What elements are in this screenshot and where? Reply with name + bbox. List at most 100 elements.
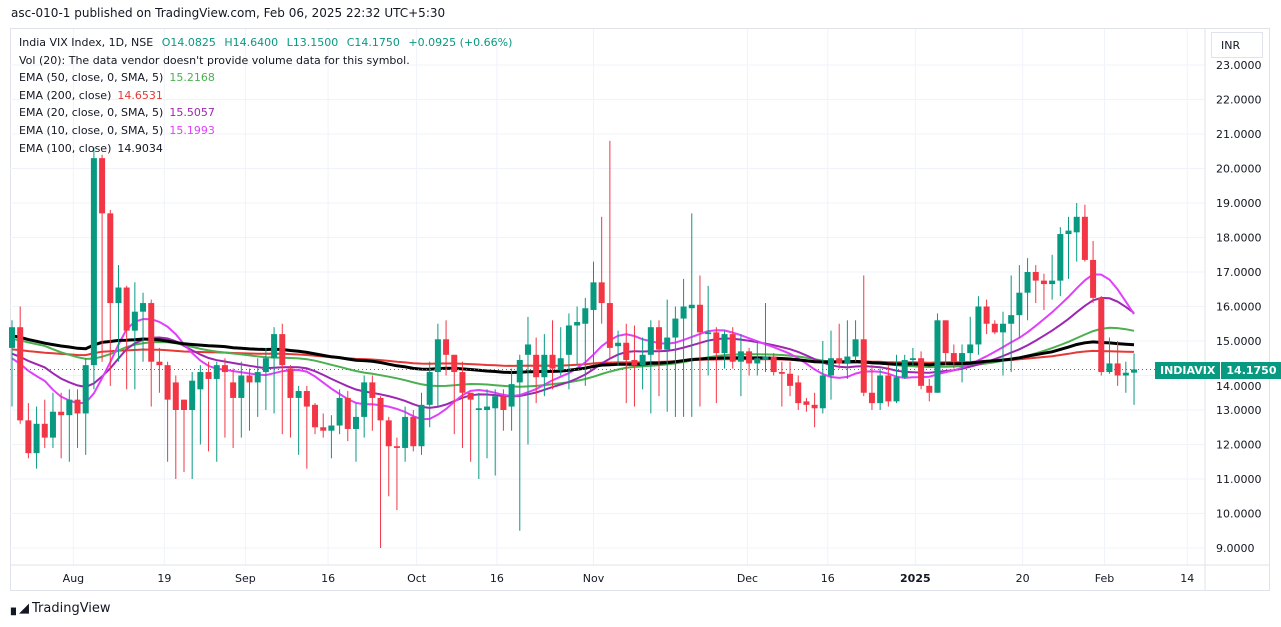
x-tick-label: 16 [821,572,835,585]
indicator-value: 15.1993 [169,123,215,137]
candle [549,320,556,390]
candle-body [1073,216,1080,233]
symbol-title[interactable]: India VIX Index, 1D, NSE [19,36,154,49]
candle [279,323,286,435]
candle [172,375,179,479]
candle [328,415,335,459]
candle-body [287,368,294,398]
candle-body [877,375,884,404]
candle-body [1090,259,1097,298]
candle [221,358,228,438]
indicator-ema10[interactable]: EMA (10, close, 0, SMA, 5) 15.1993 [19,122,512,140]
candle [17,306,24,424]
candle-body [140,303,147,312]
candle-body [107,213,114,304]
candle [819,341,826,414]
candle-body [418,404,425,447]
high-value: H14.6400 [224,36,279,49]
indicator-ema50[interactable]: EMA (50, close, 0, SMA, 5) 15.2168 [19,69,512,87]
chart-frame [10,28,1270,591]
x-tick-label: 20 [1016,572,1030,585]
ema-line-20 [11,296,1135,409]
candle [713,327,720,404]
candle-body [295,391,302,398]
candle-body [99,158,106,214]
footer-brand[interactable]: ▖◢ TradingView [11,601,111,616]
candle [49,392,56,448]
candle [287,365,294,438]
candle-body [549,354,556,369]
indicator-ema20[interactable]: EMA (20, close, 0, SMA, 5) 15.5057 [19,104,512,122]
candle-body [484,406,491,410]
candle [352,403,359,462]
y-tick-label: 17.0000 [1216,266,1262,279]
candle [107,209,114,386]
candle-body [934,320,941,393]
y-tick-label: 20.0000 [1216,163,1262,176]
candle [377,396,384,548]
candle [1032,265,1039,304]
candle-body [1024,272,1031,293]
candle-body [475,408,482,410]
candle-body [762,356,769,360]
candle [696,275,703,407]
candle [1098,296,1105,376]
candle [770,353,777,376]
volume-row[interactable]: Vol (20): The data vendor doesn't provid… [19,53,410,67]
y-tick-label: 22.0000 [1216,94,1262,107]
candle-body [90,158,97,366]
y-tick-label: 10.0000 [1216,508,1262,521]
candle-body [754,358,761,364]
indicator-value: 14.9034 [117,141,163,155]
indicator-ema100[interactable]: EMA (100, close) 14.9034 [19,140,512,158]
candle [1024,258,1031,321]
candle [762,303,769,373]
candle-body [787,373,794,386]
candle [99,154,106,362]
candle [1131,353,1138,405]
candle-body [672,318,679,338]
currency-button[interactable]: INR [1211,32,1263,58]
candle-body [811,404,818,409]
x-tick-label: Dec [737,572,758,585]
legend: India VIX Index, 1D, NSE O14.0825 H14.64… [19,34,512,157]
candle-body [451,354,458,373]
candle-body [164,365,171,400]
candle-body [647,327,654,355]
candle [385,416,392,497]
candle-body [664,337,671,350]
ema-lines [10,273,1205,421]
candle [844,320,851,379]
candle-body [148,303,155,362]
indicator-value: 15.2168 [169,71,215,85]
candle-body [590,282,597,310]
candle [909,347,916,366]
candle-body [819,375,826,409]
candle-body [860,339,867,393]
candle [672,306,679,417]
candle [1106,337,1113,374]
candle [975,296,982,355]
candle [746,347,753,376]
published-caption: asc-010-1 published on TradingView.com, … [11,6,446,20]
candle-body [197,372,204,390]
candle [885,365,892,407]
symbol-row: India VIX Index, 1D, NSE O14.0825 H14.64… [19,34,512,52]
candle-body [434,339,441,373]
candle [565,313,572,390]
x-tick-label: 16 [490,572,504,585]
candle [860,275,867,397]
candle [320,413,327,438]
candle-body [541,354,548,378]
candle [680,278,687,417]
candle-body [1008,315,1015,324]
candle [541,334,548,397]
candle-body [123,287,130,331]
candle [934,313,941,393]
candle [205,361,212,452]
indicator-ema200[interactable]: EMA (200, close) 14.6531 [19,87,512,105]
x-tick-label: 2025 [900,572,931,585]
candle [516,354,523,531]
candle [778,361,785,407]
